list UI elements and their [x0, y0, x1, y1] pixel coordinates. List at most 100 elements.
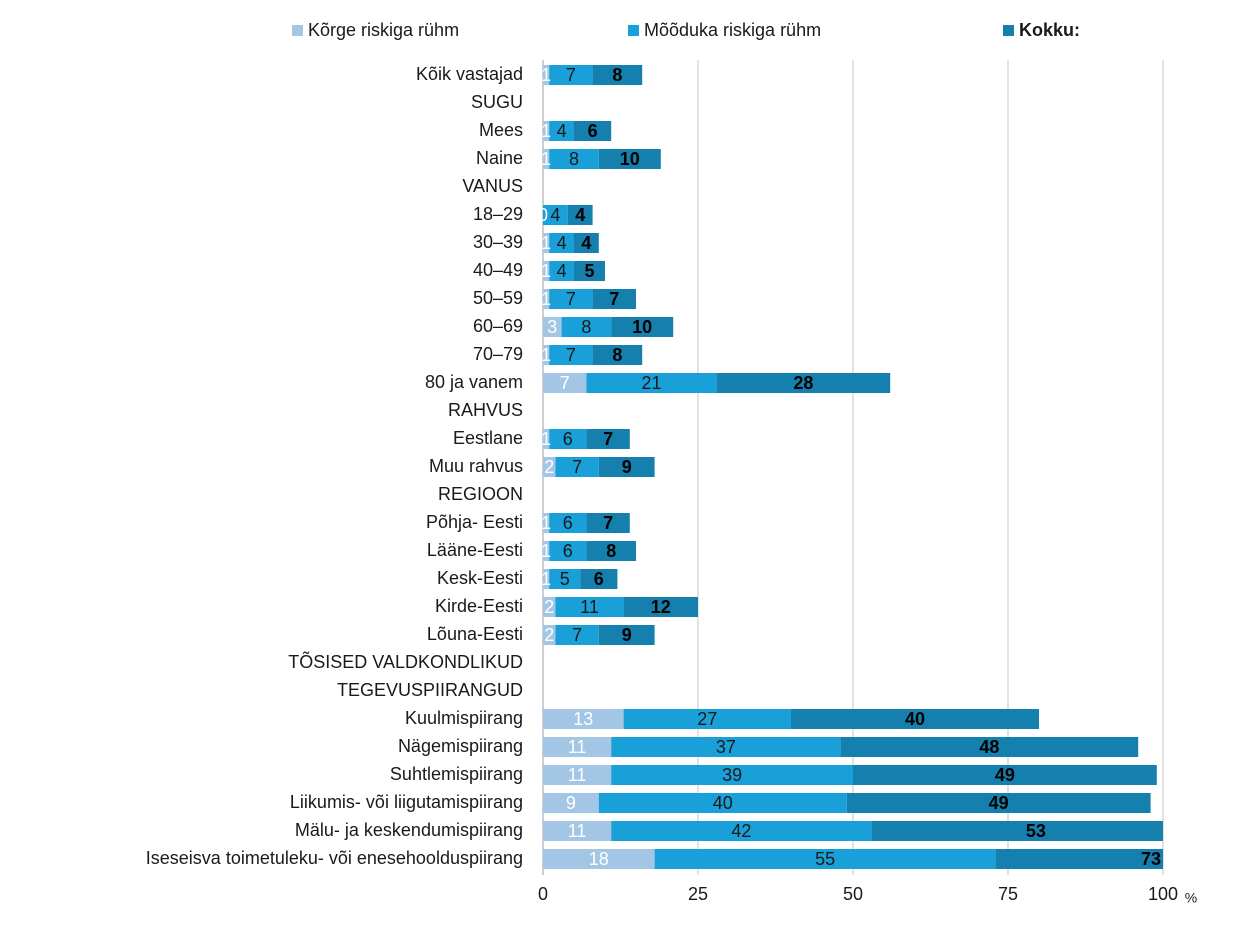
bar-segment [574, 233, 599, 253]
bar-segment [543, 849, 655, 869]
bar-segment [543, 429, 550, 449]
y-tick-label: 30–39 [473, 232, 523, 252]
bar-segment [598, 149, 661, 169]
bar-segment [543, 149, 550, 169]
x-tick-label: 0 [538, 884, 548, 904]
bar-segment [543, 793, 599, 813]
data-label: 7 [609, 289, 619, 309]
data-label: 4 [581, 233, 591, 253]
y-tick-label: Kõik vastajad [416, 64, 523, 84]
y-tick-label: Kirde-Eesti [435, 596, 523, 616]
y-tick-label: Kuulmispiirang [405, 708, 523, 728]
legend-label: Kõrge riskiga rühm [308, 20, 459, 40]
bar-segment [543, 317, 562, 337]
bar-segment [543, 261, 550, 281]
y-tick-label: Põhja- Eesti [426, 512, 523, 532]
bar-segment [611, 737, 841, 757]
data-label: 6 [563, 513, 573, 533]
y-tick-label: Lõuna-Eesti [427, 624, 523, 644]
bar-segment [623, 597, 698, 617]
data-label: 40 [713, 793, 733, 813]
data-label: 9 [566, 793, 576, 813]
y-tick-label: 40–49 [473, 260, 523, 280]
data-label: 28 [793, 373, 813, 393]
data-label: 1 [541, 569, 551, 589]
x-tick-label: 25 [688, 884, 708, 904]
y-tick-label: Liikumis- või liigutamispiirang [290, 792, 523, 812]
bar-segment [543, 821, 612, 841]
bar-segment [555, 457, 599, 477]
data-label: 8 [612, 65, 622, 85]
y-tick-label: TÕSISED VALDKONDLIKUD [288, 651, 523, 672]
bar-segment [598, 793, 847, 813]
bar-segment [543, 373, 587, 393]
y-tick-label: Kesk-Eesti [437, 568, 523, 588]
bar-segment [543, 737, 612, 757]
data-label: 9 [622, 625, 632, 645]
bar-segment [543, 625, 556, 645]
data-label: 73 [1141, 849, 1161, 869]
bar-segment [543, 345, 550, 365]
y-tick-label: REGIOON [438, 484, 523, 504]
data-label: 0 [538, 205, 548, 225]
data-label: 5 [584, 261, 594, 281]
legend-swatch [1003, 25, 1014, 36]
bar-segment [623, 709, 791, 729]
data-label: 2 [544, 597, 554, 617]
y-tick-label: Iseseisva toimetuleku- või enesehooldusp… [146, 848, 523, 868]
x-tick-label: 75 [998, 884, 1018, 904]
bar-segment [853, 765, 1157, 785]
data-label: 2 [544, 457, 554, 477]
data-label: 12 [651, 597, 671, 617]
data-label: 7 [566, 345, 576, 365]
bar-segment [549, 233, 574, 253]
y-tick-label: 50–59 [473, 288, 523, 308]
data-label: 2 [544, 625, 554, 645]
y-tick-label: 60–69 [473, 316, 523, 336]
data-label: 7 [560, 373, 570, 393]
y-tick-label: 18–29 [473, 204, 523, 224]
y-tick-label: TEGEVUSPIIRANGUD [337, 680, 523, 700]
y-tick-label: Mees [479, 120, 523, 140]
bar-segment [598, 625, 655, 645]
bar-segment [592, 345, 643, 365]
data-label: 8 [569, 149, 579, 169]
data-label: 7 [572, 457, 582, 477]
data-label: 7 [572, 625, 582, 645]
data-label: 1 [541, 345, 551, 365]
data-label: 4 [550, 205, 560, 225]
data-label: 1 [541, 121, 551, 141]
data-label: 1 [541, 429, 551, 449]
bar-segment [543, 65, 550, 85]
data-label: 8 [581, 317, 591, 337]
data-label: 4 [557, 121, 567, 141]
data-label: 7 [603, 513, 613, 533]
data-label: 48 [979, 737, 999, 757]
bar-segment [549, 121, 574, 141]
bar-segment [543, 457, 556, 477]
y-tick-label: RAHVUS [448, 400, 523, 420]
legend-label: Kokku: [1019, 20, 1080, 40]
data-label: 3 [547, 317, 557, 337]
bar-segment [586, 541, 636, 561]
y-tick-label: Suhtlemispiirang [390, 764, 523, 784]
data-label: 13 [573, 709, 593, 729]
bar-segment [995, 849, 1163, 869]
bar-segment [654, 849, 996, 869]
bar-segment [543, 205, 568, 225]
x-unit: % [1185, 890, 1197, 906]
data-label: 18 [589, 849, 609, 869]
data-label: 4 [557, 261, 567, 281]
bar-segment [580, 569, 618, 589]
data-label: 7 [603, 429, 613, 449]
bar-segment [586, 429, 630, 449]
data-label: 1 [541, 65, 551, 85]
bar-segment [543, 765, 612, 785]
bar-segment [840, 737, 1139, 757]
data-label: 11 [568, 821, 587, 841]
y-tick-label: Mälu- ja keskendumispiirang [295, 820, 523, 840]
bar-segment [543, 709, 624, 729]
legend-swatch [628, 25, 639, 36]
bar-segment [549, 149, 599, 169]
